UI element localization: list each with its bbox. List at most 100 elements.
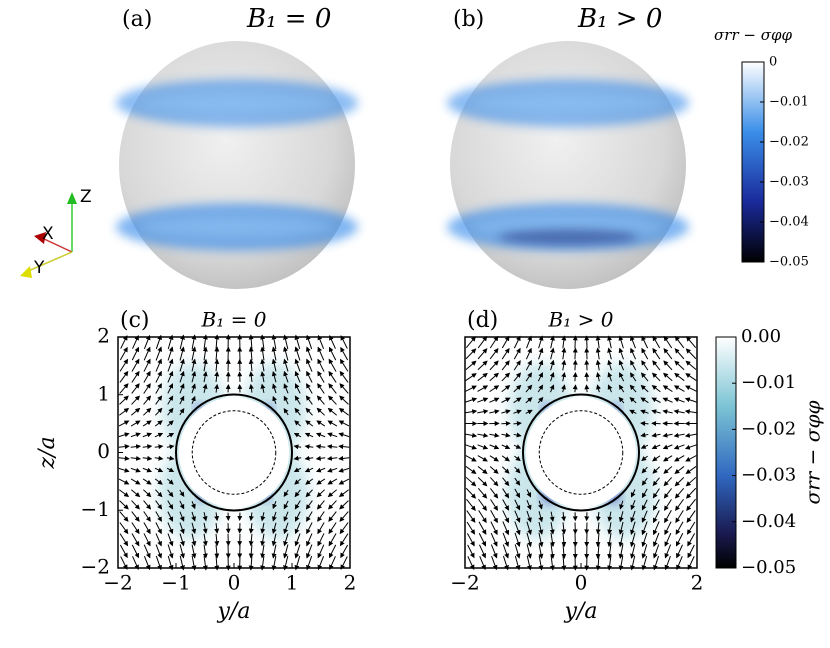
sphere-core <box>179 397 289 507</box>
flow-arrow <box>120 348 127 360</box>
flow-arrow <box>478 488 486 498</box>
flow-arrow <box>119 468 129 471</box>
flow-arrow <box>609 349 612 360</box>
flow-arrow <box>144 359 150 371</box>
colorbar-tick-label: 0 <box>769 55 777 70</box>
flow-arrow <box>466 374 476 381</box>
flow-arrow <box>144 372 150 383</box>
flow-arrow <box>466 445 477 449</box>
flow-arrow <box>687 499 696 510</box>
flow-arrow <box>664 445 673 449</box>
panel-label: (c) <box>120 308 150 333</box>
flow-arrow <box>216 347 217 360</box>
flow-arrow <box>598 349 600 360</box>
flow-arrow <box>306 408 312 415</box>
y-tick-label: −2 <box>81 555 110 579</box>
flow-arrow <box>329 372 336 383</box>
flow-arrow <box>665 522 671 535</box>
flow-arrow <box>329 545 335 558</box>
flow-arrow <box>204 347 206 360</box>
flow-arrow <box>688 556 694 569</box>
flow-arrow <box>131 490 139 497</box>
flow-arrow <box>306 446 314 447</box>
flow-arrow <box>490 467 498 474</box>
flow-arrow <box>318 396 325 404</box>
flow-arrow <box>654 544 659 557</box>
flow-arrow <box>120 512 128 522</box>
flow-arrow <box>503 521 509 534</box>
flow-arrow <box>586 385 587 392</box>
flow-arrow <box>465 399 476 403</box>
flow-arrow <box>329 396 337 404</box>
axis-z-label: Z <box>80 187 92 207</box>
flow-arrow <box>489 434 498 436</box>
flow-arrow <box>296 360 300 372</box>
colorbar-tick-label: 0.00 <box>741 326 781 347</box>
flow-arrow <box>466 456 476 461</box>
flow-arrow <box>587 348 588 359</box>
flow-arrow <box>687 511 695 522</box>
panel-label: (a) <box>122 7 152 32</box>
flow-arrow <box>466 361 476 369</box>
flow-arrow <box>479 545 485 558</box>
flow-arrow <box>156 396 162 404</box>
flow-arrow <box>340 372 348 383</box>
flow-arrow <box>328 468 337 471</box>
flow-arrow <box>143 468 151 471</box>
flow-arrow <box>317 408 324 415</box>
flow-arrow <box>598 336 600 348</box>
flow-arrow <box>490 445 499 449</box>
flow-arrow <box>575 385 576 392</box>
flow-arrow <box>688 545 694 557</box>
flow-arrow <box>251 545 252 558</box>
axis-y-head <box>20 266 32 278</box>
colorbar-tick-label: −0.02 <box>741 418 796 439</box>
flow-arrow <box>478 386 488 392</box>
flow-arrow <box>675 337 683 348</box>
flow-arrow <box>132 359 139 371</box>
flow-arrow <box>155 458 163 459</box>
flow-arrow <box>467 511 475 522</box>
flow-arrow <box>132 384 139 394</box>
x-tick-label: 1 <box>286 571 299 595</box>
flow-arrow <box>642 361 648 370</box>
flow-arrow <box>652 386 660 392</box>
panel-title: B₁ > 0 <box>548 308 614 332</box>
flow-arrow <box>653 349 660 359</box>
flow-arrow <box>144 347 150 360</box>
flow-arrow <box>675 477 683 485</box>
panel-label: (d) <box>467 308 498 333</box>
flow-arrow <box>477 434 487 436</box>
flow-arrow <box>663 411 672 413</box>
flow-arrow <box>675 349 684 359</box>
flow-arrow <box>132 501 140 509</box>
flow-arrow <box>539 336 543 348</box>
flow-arrow <box>168 545 172 558</box>
flow-arrow <box>503 533 508 546</box>
flow-arrow <box>251 523 252 533</box>
flow-arrow <box>119 490 128 497</box>
flow-arrow <box>131 479 140 484</box>
flow-arrow <box>514 336 520 348</box>
flow-arrow <box>318 545 324 558</box>
flow-arrow <box>491 510 498 522</box>
flow-arrow <box>251 347 252 360</box>
x-axis-label: y/a <box>564 599 598 624</box>
flow-arrow <box>317 458 326 459</box>
flow-arrow <box>284 545 287 558</box>
flow-arrow <box>665 510 672 522</box>
axis-z-head <box>67 192 77 204</box>
y-tick-label: 2 <box>97 324 110 348</box>
flow-arrow <box>675 466 684 473</box>
flow-arrow <box>216 545 217 558</box>
flow-arrow <box>121 336 127 349</box>
flow-arrow <box>216 534 217 545</box>
flow-arrow <box>686 399 697 403</box>
colorbar-tick-label: −0.03 <box>769 175 809 190</box>
flow-arrow <box>675 361 684 370</box>
flow-arrow <box>120 545 127 557</box>
flow-arrow <box>296 534 300 546</box>
flow-arrow <box>479 533 485 546</box>
flow-arrow <box>598 533 599 546</box>
flow-arrow <box>686 434 697 436</box>
